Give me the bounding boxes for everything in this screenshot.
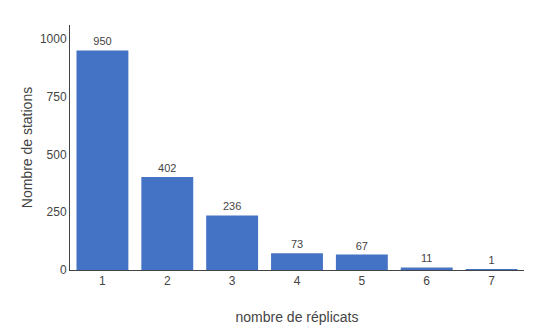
svg-text:nombre de réplicats: nombre de réplicats [236,309,359,325]
svg-text:2: 2 [164,274,171,288]
svg-text:5: 5 [359,274,366,288]
svg-text:67: 67 [356,240,368,252]
svg-text:1000: 1000 [40,32,67,46]
svg-text:73: 73 [291,238,303,250]
svg-text:250: 250 [47,205,67,219]
svg-text:6: 6 [423,274,430,288]
svg-text:500: 500 [47,148,67,162]
svg-text:3: 3 [229,274,236,288]
svg-text:402: 402 [158,162,176,174]
svg-text:1: 1 [99,274,106,288]
svg-text:4: 4 [294,274,301,288]
svg-text:1: 1 [489,254,495,266]
svg-text:750: 750 [47,90,67,104]
svg-text:236: 236 [223,200,241,212]
svg-text:11: 11 [421,252,432,264]
svg-text:7: 7 [488,274,495,288]
svg-text:950: 950 [93,35,111,47]
svg-text:Nombre de stations: Nombre de stations [19,87,35,208]
svg-text:0: 0 [60,263,67,277]
